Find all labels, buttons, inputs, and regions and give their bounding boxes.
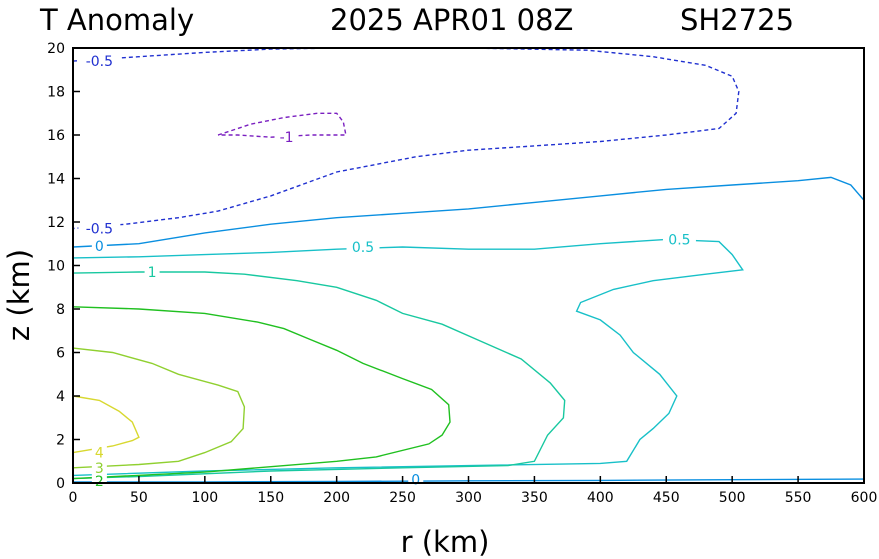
x-tick-label: 0 bbox=[69, 490, 78, 506]
y-axis-label: z (km) bbox=[2, 249, 36, 341]
x-tick-label: 100 bbox=[191, 490, 218, 506]
contour-line bbox=[217, 112, 347, 138]
contour-label: -1 bbox=[280, 130, 294, 146]
contour-line bbox=[72, 395, 140, 454]
y-tick-label: 8 bbox=[56, 302, 65, 318]
x-axis-label: r (km) bbox=[401, 525, 490, 559]
contour-label: -0.5 bbox=[86, 222, 113, 238]
y-tick-label: 16 bbox=[47, 128, 65, 144]
contour-line bbox=[72, 47, 740, 230]
x-tick-label: 300 bbox=[455, 490, 482, 506]
contour-label-background bbox=[662, 231, 696, 247]
chart-title-datetime: 2025 APR01 08Z bbox=[330, 3, 573, 37]
contour-label-background bbox=[144, 264, 160, 280]
contour-label-background bbox=[91, 472, 107, 488]
x-tick-label: 200 bbox=[323, 490, 350, 506]
contour-label: 0.5 bbox=[668, 232, 690, 248]
y-tick-label: 6 bbox=[56, 346, 65, 362]
x-tick-label: 450 bbox=[653, 490, 680, 506]
contour-label: 3 bbox=[95, 461, 104, 477]
contour-label-background bbox=[78, 53, 121, 69]
chart-title-variable: T Anomaly bbox=[39, 3, 194, 37]
x-tick-label: 550 bbox=[785, 490, 812, 506]
contour-line bbox=[72, 176, 865, 248]
contour-label-background bbox=[274, 129, 299, 145]
contour-label: 1 bbox=[148, 265, 157, 281]
x-tick-label: 500 bbox=[719, 490, 746, 506]
x-tick-label: 150 bbox=[257, 490, 284, 506]
y-tick-label: 10 bbox=[47, 259, 65, 275]
plot-frame bbox=[72, 47, 865, 484]
contour-label-background bbox=[346, 239, 380, 255]
contour-label: 2 bbox=[95, 474, 104, 490]
x-tick-label: 350 bbox=[521, 490, 548, 506]
contour-line bbox=[72, 238, 744, 477]
y-tick-label: 2 bbox=[56, 433, 65, 449]
x-tick-label: 250 bbox=[389, 490, 416, 506]
contour-label-background bbox=[91, 237, 107, 253]
y-tick-label: 18 bbox=[47, 85, 65, 101]
contour-label: 0.5 bbox=[352, 240, 374, 256]
x-axis: 0 50 100 150 200 250 300 350 400 450 500 550 600 bbox=[69, 476, 878, 506]
y-axis: 0 2 4 6 8 10 12 14 16 18 20 bbox=[47, 41, 80, 492]
contour-label: 0 bbox=[95, 239, 104, 255]
chart-title-storm-id: SH2725 bbox=[680, 3, 794, 37]
y-tick-label: 20 bbox=[47, 41, 65, 57]
contour-label: -0.5 bbox=[86, 54, 113, 70]
y-tick-label: 14 bbox=[47, 172, 65, 188]
contour-line bbox=[72, 347, 246, 469]
contour-label-background bbox=[91, 444, 107, 460]
contour-line bbox=[72, 306, 451, 480]
y-tick-label: 12 bbox=[47, 215, 65, 231]
contour-label-background bbox=[78, 220, 121, 236]
x-tick-label: 50 bbox=[130, 490, 148, 506]
contour-line bbox=[72, 271, 566, 480]
contour-lines bbox=[72, 47, 865, 483]
contour-label: 0 bbox=[411, 473, 420, 489]
contour-label-background bbox=[91, 459, 107, 475]
y-tick-label: 4 bbox=[56, 389, 65, 405]
x-tick-label: 600 bbox=[851, 490, 878, 506]
contour-label: 4 bbox=[95, 446, 104, 462]
x-tick-label: 400 bbox=[587, 490, 614, 506]
y-tick-label: 0 bbox=[56, 476, 65, 492]
